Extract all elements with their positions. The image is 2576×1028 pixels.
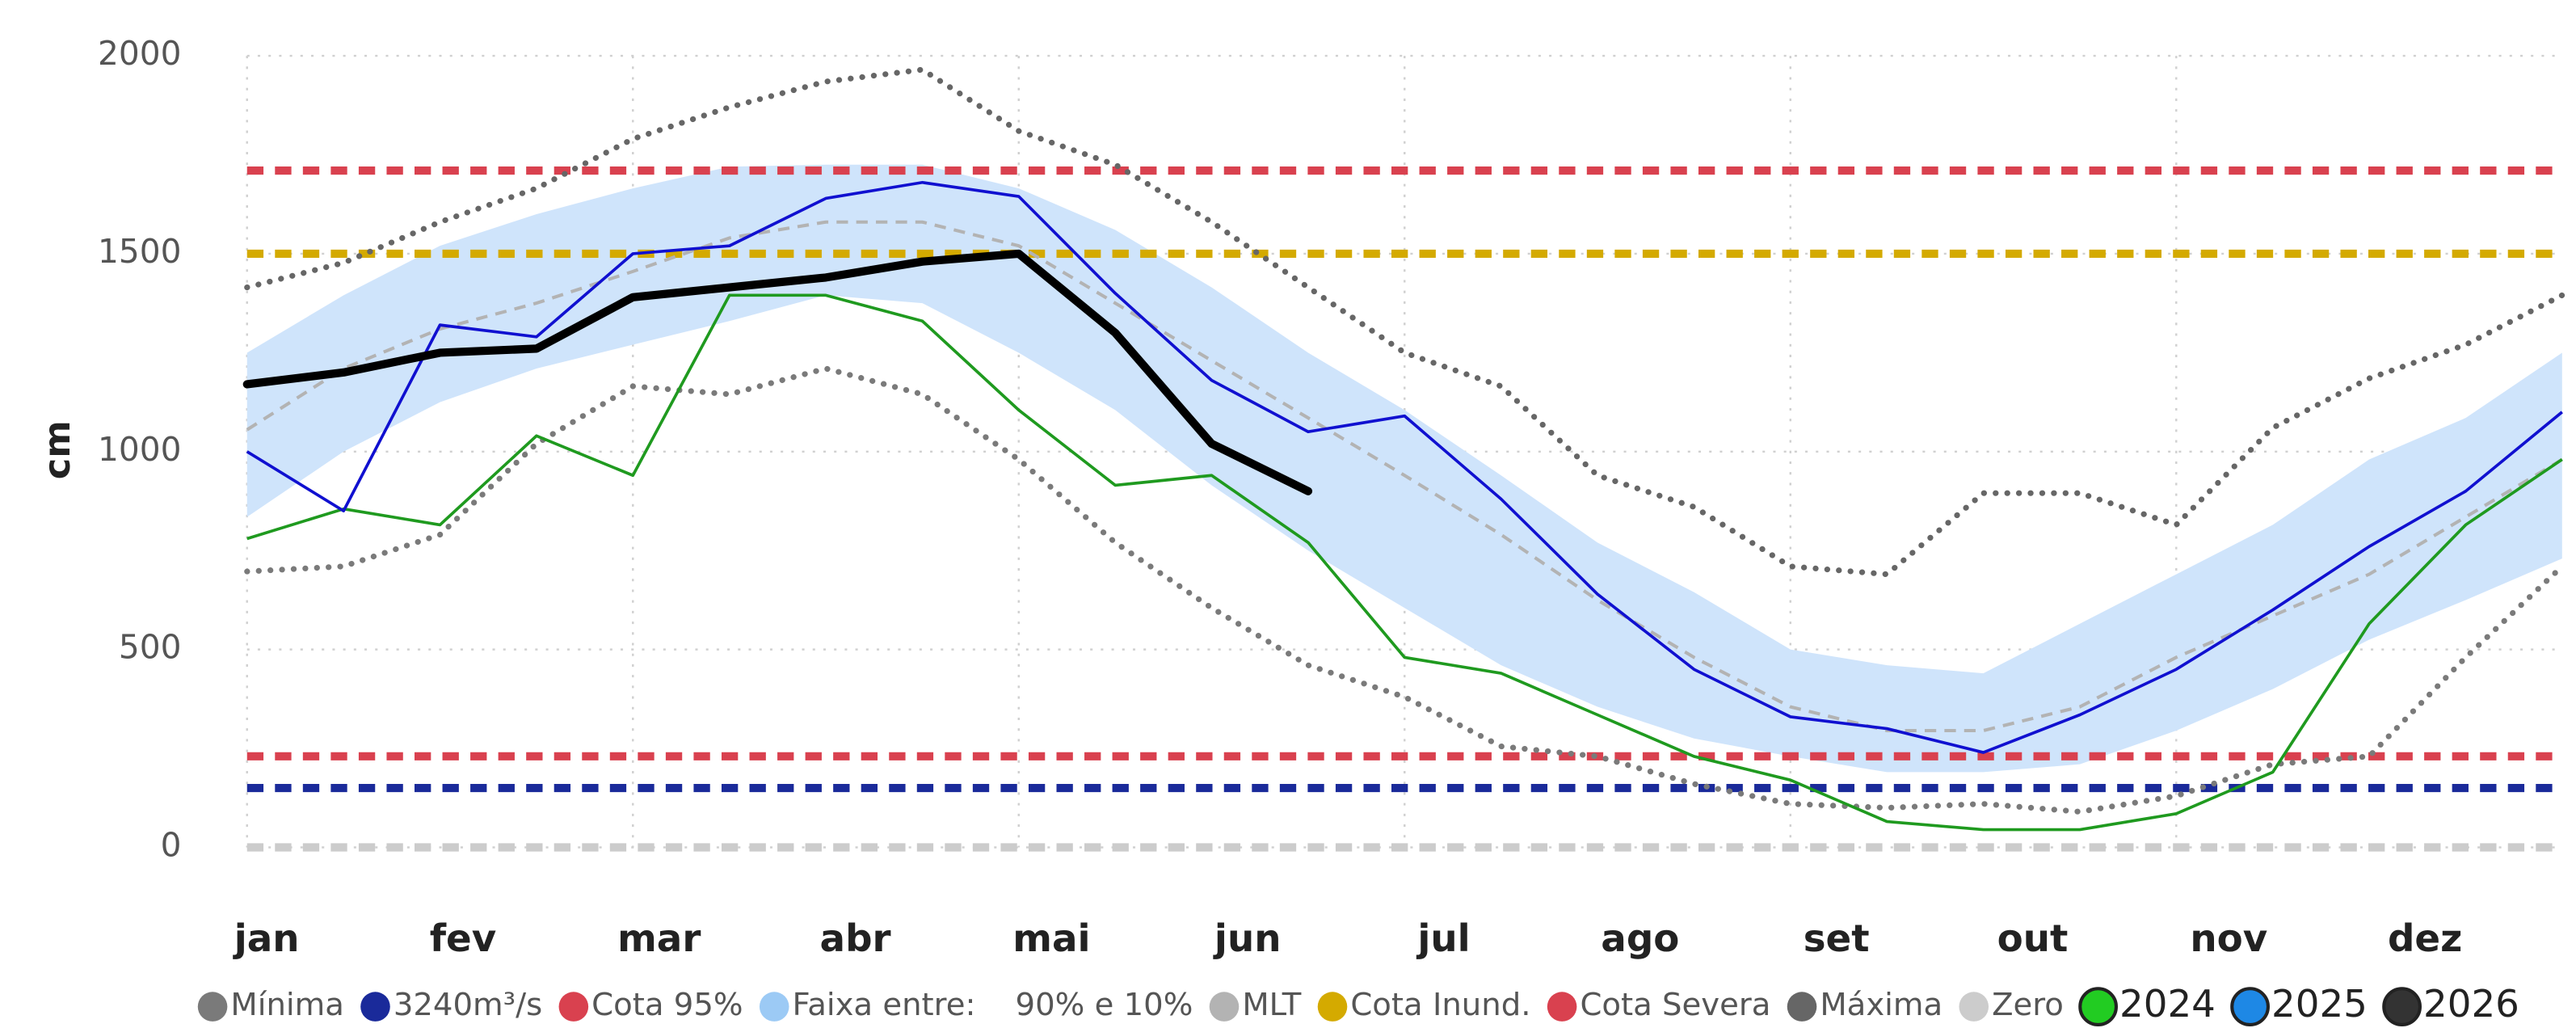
y-tick-label: 500 [119,628,182,667]
legend-marker [1317,992,1348,1022]
band-area [246,164,2562,773]
legend-label: MLT [1242,987,1301,1023]
legend-item: Cota Severa [1547,987,1770,1023]
legend-marker [759,992,789,1022]
series-line [246,220,2563,733]
x-tick-label: mar [617,917,701,961]
x-tick-label: set [1804,917,1870,961]
x-tick-label: jun [1213,917,1282,961]
legend-label: Cota Severa [1580,987,1770,1023]
legend-marker [197,992,228,1022]
legend-item: Zero [1959,987,2064,1023]
legend-label: Cota 95% [591,987,743,1023]
x-tick-label: nov [2190,917,2267,961]
series-line [244,66,2565,578]
y-axis-label: cm [36,420,78,479]
legend-item: 2024 [2078,983,2216,1026]
legend-label: 3240m³/s [394,987,542,1023]
legend-marker [1787,992,1817,1022]
legend-item: 3240m³/s [360,987,542,1023]
y-tick-label: 1000 [98,430,181,469]
series-line [244,365,2565,815]
y-tick-label: 1500 [98,232,181,271]
legend-item: Cota Inund. [1317,987,1530,1023]
legend-marker [2078,987,2118,1026]
legend-label: Faixa entre: 90% e 10% [793,987,1193,1023]
legend-item: Faixa entre: 90% e 10% [759,987,1193,1023]
legend-label: 2025 [2271,983,2368,1026]
legend-marker [2230,987,2270,1026]
legend-marker [1959,992,1989,1022]
legend-item: MLT [1209,987,1302,1023]
x-tick-label: out [1997,917,2069,961]
series-line [246,293,2563,832]
legend-marker [360,992,390,1022]
legend-item: Mínima [197,987,344,1023]
series-line [242,249,1313,495]
series-line [246,180,2563,754]
legend-item: 2025 [2230,983,2368,1026]
x-tick-label: mai [1012,917,1090,961]
legend-marker [1209,992,1240,1022]
x-tick-label: ago [1601,917,1679,961]
x-tick-label: jan [233,917,300,961]
legend-item: 2026 [2382,983,2519,1026]
legend-label: Cota Inund. [1350,987,1530,1023]
legend-marker [558,992,589,1022]
x-tick-label: abr [820,917,891,961]
legend-label: Mínima [230,987,343,1023]
x-tick-label: fev [430,917,496,961]
legend-marker [2382,987,2422,1026]
x-tick-label: jul [1416,917,1470,961]
legend-label: Zero [1992,987,2064,1023]
legend-item: Cota 95% [558,987,743,1023]
legend-label: 2024 [2119,983,2216,1026]
legend-label: 2026 [2423,983,2519,1026]
legend-item: Máxima [1787,987,1943,1023]
y-tick-label: 2000 [98,34,181,73]
y-tick-label: 0 [161,825,182,864]
x-tick-label: dez [2388,917,2462,961]
legend-marker [1547,992,1577,1022]
legend-label: Máxima [1820,987,1943,1023]
